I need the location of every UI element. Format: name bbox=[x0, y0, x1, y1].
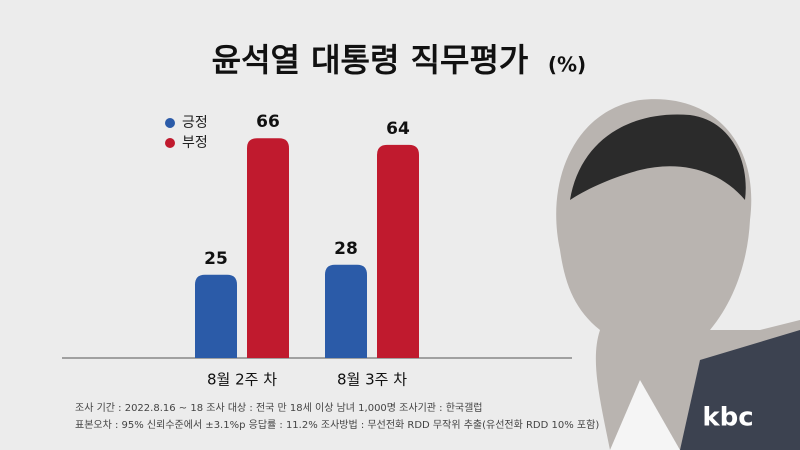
bar bbox=[377, 144, 419, 358]
legend-label: 긍정 bbox=[182, 115, 208, 131]
bar bbox=[325, 264, 367, 358]
chart-title: 윤석열 대통령 직무평가 bbox=[212, 41, 529, 79]
legend-marker bbox=[165, 138, 175, 148]
bar bbox=[195, 274, 237, 358]
x-tick-label: 8월 2주 차 bbox=[207, 371, 277, 389]
value-label: 64 bbox=[386, 119, 410, 139]
photo bbox=[556, 99, 800, 450]
value-label: 25 bbox=[204, 249, 228, 269]
bar bbox=[247, 138, 289, 358]
note: 표본오차 : 95% 신뢰수준에서 ±3.1%p 응답률 : 11.2% 조사방… bbox=[75, 418, 599, 431]
legend-marker bbox=[165, 118, 175, 128]
value-label: 28 bbox=[334, 239, 358, 259]
legend-label: 부정 bbox=[182, 135, 208, 151]
x-tick-label: 8월 3주 차 bbox=[337, 371, 407, 389]
unit: (%) bbox=[548, 53, 586, 77]
logo: kbc bbox=[702, 403, 753, 433]
note: 조사 기간 : 2022.8.16 ~ 18 조사 대상 : 전국 만 18세 … bbox=[75, 402, 483, 414]
value-label: 66 bbox=[256, 112, 280, 132]
